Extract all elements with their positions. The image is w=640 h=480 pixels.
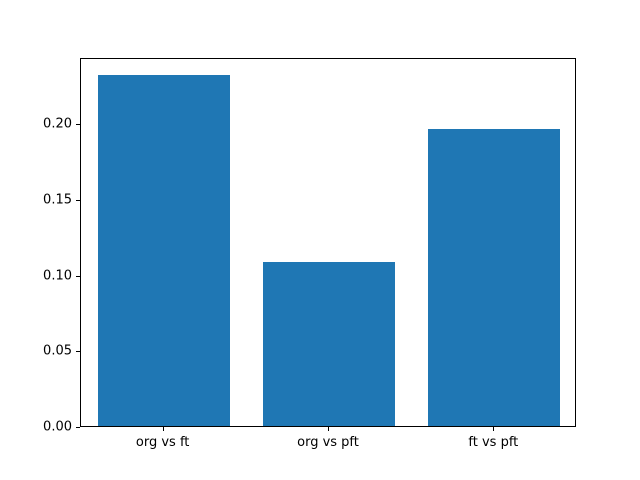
x-tick-mark [163, 427, 164, 431]
x-tick-label: org vs ft [135, 435, 190, 450]
y-tick-label: 0.15 [43, 192, 72, 208]
x-tick-mark [493, 427, 494, 431]
y-tick-label: 0.05 [43, 343, 72, 359]
y-tick-label: 0.20 [43, 116, 72, 132]
x-tick-label: org vs pft [297, 435, 359, 450]
bar-org-vs-ft [97, 75, 230, 426]
bars-layer [81, 59, 575, 426]
bar-ft-vs-pft [428, 129, 561, 426]
y-tick-label: 0.10 [43, 268, 72, 284]
y-tick-mark [76, 124, 80, 125]
y-tick-mark [76, 351, 80, 352]
x-tick-label: ft vs pft [468, 435, 519, 450]
bar-org-vs-pft [262, 262, 396, 426]
y-tick-label: 0.00 [43, 419, 72, 435]
y-tick-mark [76, 200, 80, 201]
x-tick-mark [328, 427, 329, 431]
y-tick-mark [76, 427, 80, 428]
plot-area [80, 58, 576, 427]
y-tick-mark [76, 276, 80, 277]
